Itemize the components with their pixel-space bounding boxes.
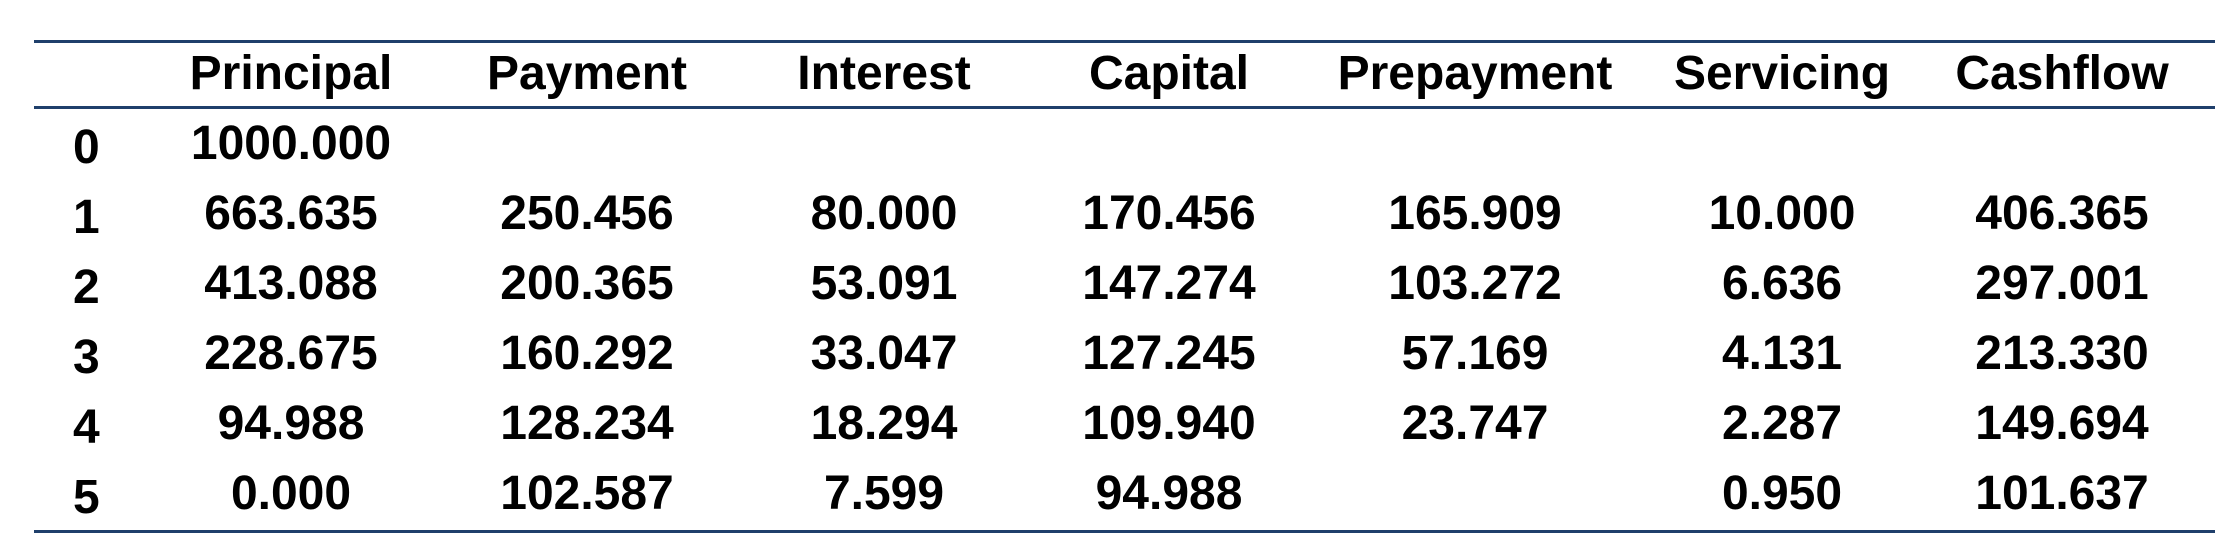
cell-principal: 1000.000 <box>190 117 392 170</box>
header-capital: Capital <box>1088 47 1250 100</box>
cell-servicing: 0.950 <box>1721 467 1843 520</box>
cell-interest: 53.091 <box>810 257 958 310</box>
row-index: 5 <box>73 471 100 524</box>
header-bottom-rule <box>34 106 2215 109</box>
cell-payment: 160.292 <box>500 327 674 380</box>
cell-capital: 109.940 <box>1082 397 1256 450</box>
cell-principal: 413.088 <box>204 257 378 310</box>
cell-payment: 250.456 <box>500 187 674 240</box>
cell-servicing: 2.287 <box>1721 397 1843 450</box>
cell-principal: 0.000 <box>230 467 352 520</box>
cell-interest: 18.294 <box>810 397 958 450</box>
table-bottom-rule <box>34 530 2215 533</box>
cell-servicing: 4.131 <box>1721 327 1843 380</box>
cell-capital: 94.988 <box>1095 467 1243 520</box>
cell-capital: 170.456 <box>1082 187 1256 240</box>
cell-payment: 128.234 <box>500 397 674 450</box>
header-interest: Interest <box>797 47 971 100</box>
cell-principal: 94.988 <box>217 397 365 450</box>
row-index: 0 <box>73 121 100 174</box>
row-index: 3 <box>73 331 100 384</box>
cell-capital: 127.245 <box>1082 327 1256 380</box>
cell-payment: 200.365 <box>500 257 674 310</box>
cell-capital: 147.274 <box>1082 257 1256 310</box>
header-cashflow: Cashflow <box>1955 47 2169 100</box>
cell-prepayment: 165.909 <box>1388 187 1562 240</box>
row-index: 4 <box>73 401 100 454</box>
cell-prepayment: 103.272 <box>1388 257 1562 310</box>
cell-interest: 7.599 <box>823 467 945 520</box>
row-index: 2 <box>73 261 100 314</box>
cell-cashflow: 406.365 <box>1975 187 2149 240</box>
cell-principal: 663.635 <box>204 187 378 240</box>
cell-cashflow: 149.694 <box>1975 397 2149 450</box>
cell-payment: 102.587 <box>500 467 674 520</box>
cell-interest: 33.047 <box>810 327 958 380</box>
table-top-rule <box>34 40 2215 43</box>
cell-cashflow: 297.001 <box>1975 257 2149 310</box>
cell-prepayment: 57.169 <box>1401 327 1549 380</box>
header-payment: Payment <box>486 47 688 100</box>
cell-cashflow: 101.637 <box>1975 467 2149 520</box>
cell-servicing: 6.636 <box>1721 257 1843 310</box>
cell-cashflow: 213.330 <box>1975 327 2149 380</box>
header-principal: Principal <box>189 47 393 100</box>
header-prepayment: Prepayment <box>1337 47 1613 100</box>
cell-servicing: 10.000 <box>1708 187 1856 240</box>
cell-prepayment: 23.747 <box>1401 397 1549 450</box>
header-servicing: Servicing <box>1673 47 1891 100</box>
row-index: 1 <box>73 191 100 244</box>
cell-principal: 228.675 <box>204 327 378 380</box>
cell-interest: 80.000 <box>810 187 958 240</box>
